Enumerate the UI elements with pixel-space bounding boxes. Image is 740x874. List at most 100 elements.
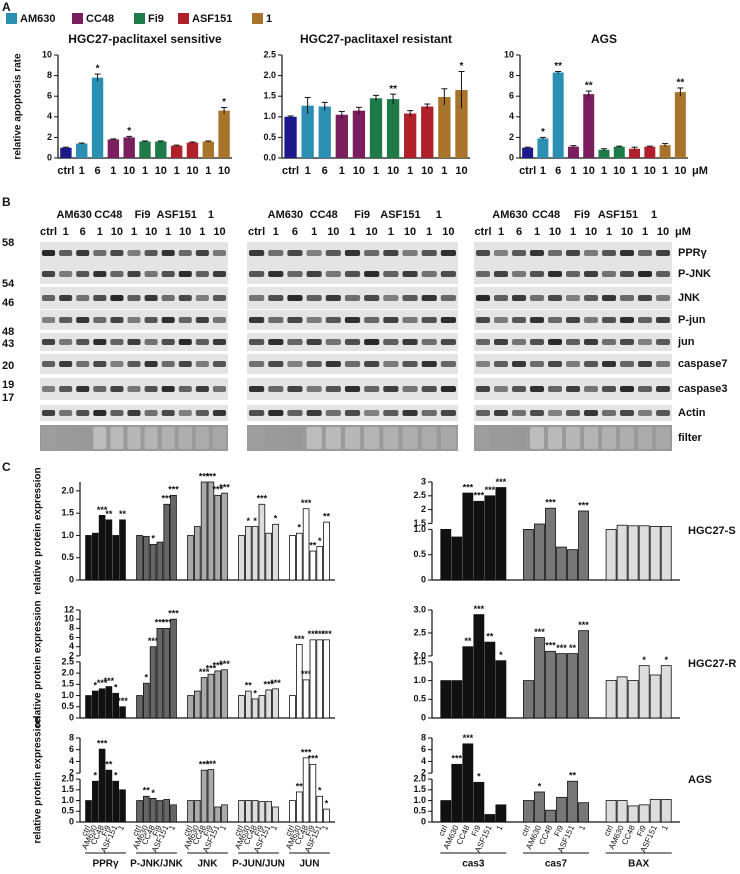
bar [142, 682, 150, 719]
bar [272, 688, 279, 719]
bar [318, 106, 331, 158]
x-tick-label: ctrl [282, 165, 299, 177]
blot-band [584, 386, 598, 392]
group-label: BAX [628, 859, 649, 870]
bar [638, 525, 650, 581]
blot-band [620, 410, 634, 416]
x-tick-label: 1 [407, 165, 413, 177]
legend-swatch [134, 13, 145, 24]
y-tick-label: 2.0 [61, 485, 74, 495]
blot-band [421, 250, 437, 256]
blot-band [212, 339, 226, 345]
blot-band [144, 295, 158, 301]
significance: *** [545, 498, 556, 508]
blot-band [494, 295, 508, 301]
blot-group: Fi9 [135, 209, 151, 221]
y-tick-label: 0.5 [413, 549, 426, 559]
x-tick-label: ctrl [520, 824, 533, 838]
significance: *** [257, 494, 268, 504]
x-tick-label: 1 [495, 823, 505, 831]
blot-band [548, 271, 562, 277]
blot-band [59, 295, 73, 301]
blot-band [421, 295, 437, 301]
x-tick-label: 10 [613, 165, 625, 177]
blot-band [638, 271, 652, 277]
protein-label: caspase7 [678, 358, 728, 370]
blot-band [383, 317, 399, 323]
blot-band [530, 271, 544, 277]
bar [238, 535, 245, 581]
significance: *** [117, 696, 128, 706]
blot-band [584, 427, 598, 449]
x-tick-label: 10 [674, 165, 686, 177]
bar [567, 146, 579, 158]
bar [323, 808, 330, 823]
blot-band [402, 410, 418, 416]
bar [163, 799, 171, 823]
bar [98, 748, 106, 823]
blot-band [402, 295, 418, 301]
blot-band [566, 427, 580, 449]
bar [258, 503, 266, 581]
significance: *** [97, 738, 108, 748]
blot-band [476, 361, 490, 367]
x-tick-label: Fi9 [470, 823, 483, 837]
significance: *** [168, 485, 179, 495]
blot-band [110, 317, 124, 323]
bar [258, 695, 266, 719]
bar [578, 630, 589, 719]
y-axis-label: relative protein expression [33, 716, 44, 843]
bar [193, 526, 201, 581]
bar [170, 145, 183, 158]
y-tick-label: 2 [47, 132, 52, 142]
blot-band [195, 250, 209, 256]
blot-band [110, 339, 124, 345]
blot-band [306, 295, 322, 301]
panel-label: B [2, 195, 11, 209]
blot-band [212, 427, 226, 449]
blot-dose: 1 [498, 226, 504, 238]
blot-band [440, 250, 456, 256]
blot-band [344, 317, 361, 323]
blot-band [306, 410, 322, 416]
blot-band [306, 386, 322, 392]
bar [421, 106, 434, 158]
y-tick-label: 0.5 [413, 806, 426, 816]
x-tick-label: ctrl [519, 165, 536, 177]
bar [674, 92, 686, 158]
y-axis-label: relative protein expression [33, 467, 44, 594]
x-tick-label: 10 [353, 165, 365, 177]
significance: *** [263, 679, 274, 689]
y-tick-label: 2 [421, 504, 426, 514]
blot-band [344, 295, 361, 301]
panel-label: C [2, 460, 11, 474]
blot-band [344, 386, 361, 392]
bar [484, 641, 496, 719]
blot-dose: 6 [80, 226, 86, 238]
bar [105, 769, 113, 823]
blot-dose: 1 [273, 226, 279, 238]
blot-dose: 1 [388, 226, 394, 238]
bar [451, 763, 463, 823]
significance: * [298, 523, 302, 533]
bar [76, 143, 88, 158]
blot-dose: 10 [213, 226, 225, 238]
legend-label: AM630 [20, 13, 55, 25]
blot-band [178, 427, 192, 449]
significance: ** [105, 509, 113, 519]
blot-band [440, 317, 456, 323]
bar [462, 646, 474, 719]
blot-band [212, 295, 226, 301]
y-tick-label: 1.5 [61, 508, 74, 518]
bar [139, 141, 151, 158]
bar [85, 695, 92, 719]
y-tick-label: 8 [509, 70, 514, 80]
bar [605, 680, 617, 719]
chart-title: HGC27-paclitaxel resistant [300, 32, 452, 46]
blot-group: ASF151 [598, 209, 638, 221]
bar [119, 519, 126, 581]
blot-band [620, 427, 634, 449]
significance: * [94, 680, 98, 690]
blot-band [584, 250, 598, 256]
bar [193, 690, 201, 719]
